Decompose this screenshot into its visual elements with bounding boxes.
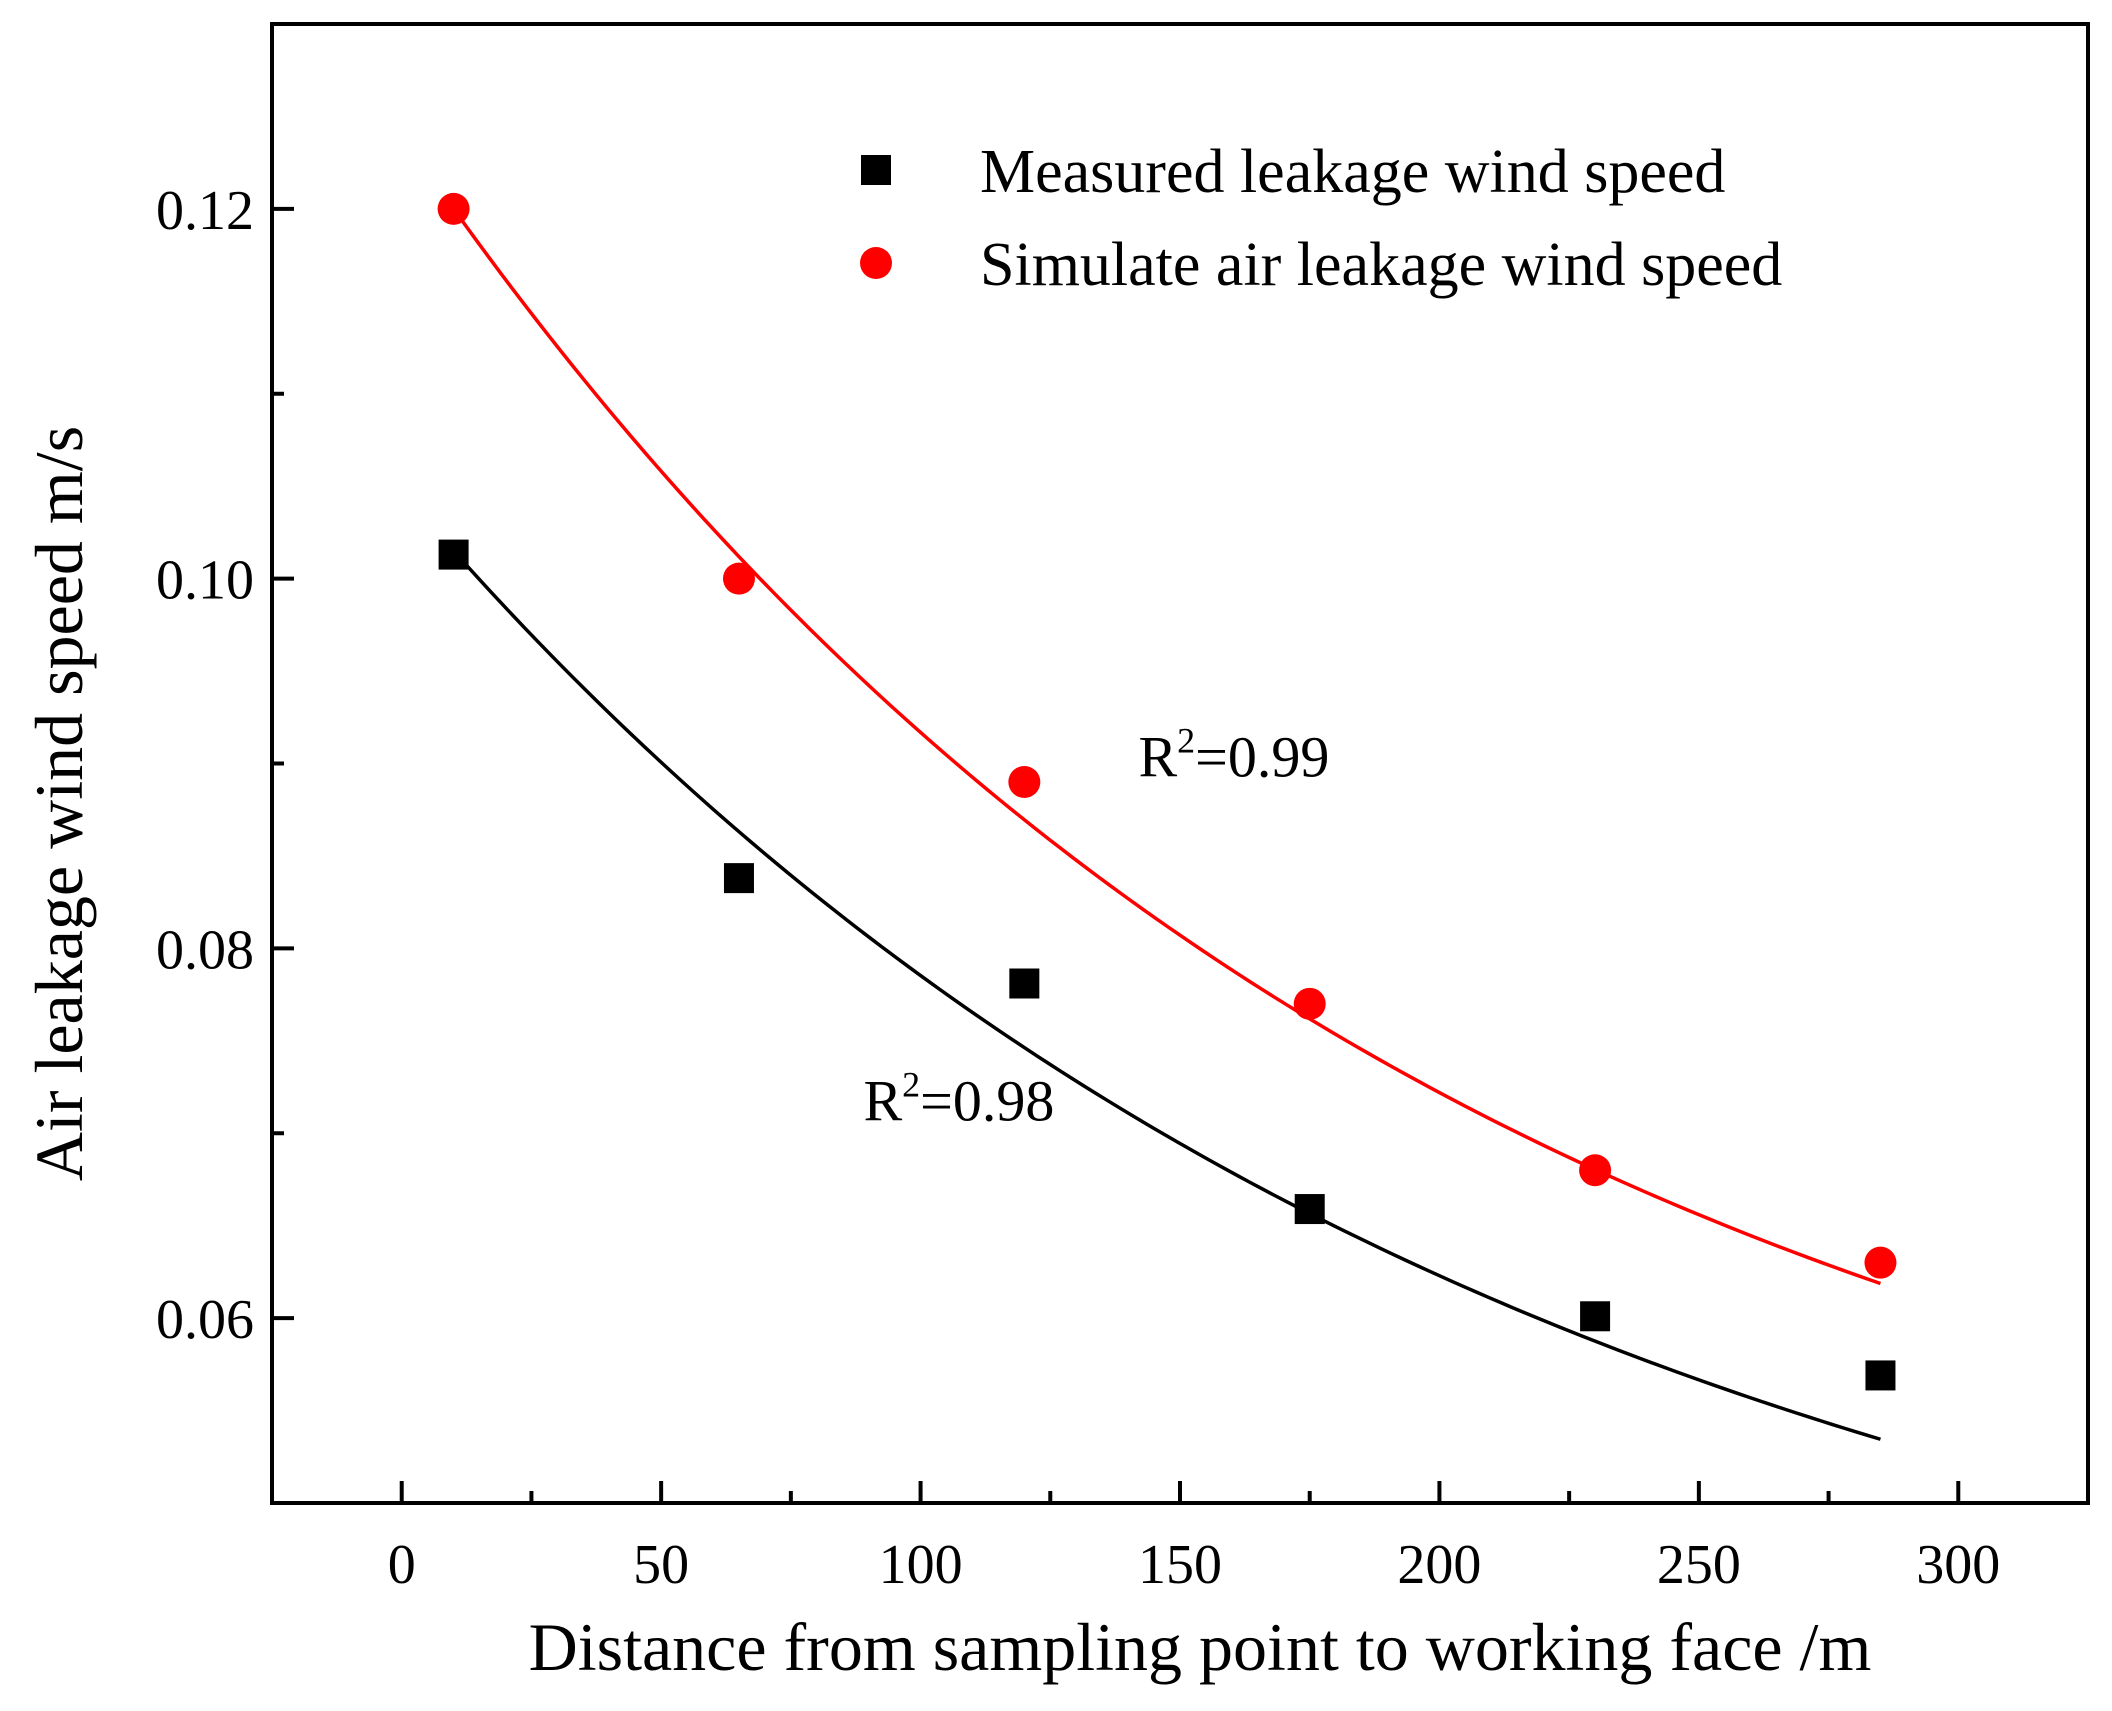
x-tick-label: 250 bbox=[1657, 1534, 1741, 1596]
y-tick-label: 0.08 bbox=[156, 919, 254, 981]
fit-lines bbox=[452, 207, 1882, 1441]
data-point-circle bbox=[1864, 1246, 1897, 1279]
data-point-circle bbox=[722, 562, 755, 595]
data-point-circle bbox=[1008, 765, 1041, 798]
data-point-square bbox=[1865, 1360, 1896, 1391]
data-point-circle bbox=[1293, 987, 1326, 1020]
x-tick-label: 100 bbox=[879, 1534, 963, 1596]
y-axis-title: Air leakage wind speed m/s bbox=[21, 426, 97, 1181]
fit-curve bbox=[452, 549, 1881, 1441]
data-point-square bbox=[438, 539, 469, 570]
data-point-square bbox=[1294, 1194, 1325, 1225]
r-squared-annotation: R2=0.98 bbox=[863, 1064, 1054, 1133]
legend-marker-circle bbox=[860, 247, 892, 279]
x-axis-ticks: 0 50 100 150 200 250 300 bbox=[388, 1481, 2000, 1596]
r-squared-annotation: R2=0.99 bbox=[1138, 720, 1329, 789]
legend-label: Simulate air leakage wind speed bbox=[980, 231, 1782, 299]
fit-curve bbox=[452, 207, 1882, 1286]
data-point-circle bbox=[1579, 1154, 1612, 1187]
annotations: R2=0.99 R2=0.98 bbox=[863, 720, 1329, 1133]
x-tick-label: 150 bbox=[1138, 1534, 1222, 1596]
data-markers bbox=[437, 192, 1897, 1391]
data-point-square bbox=[723, 863, 754, 894]
data-point-square bbox=[1009, 968, 1040, 999]
x-tick-label: 200 bbox=[1397, 1534, 1481, 1596]
y-axis-ticks: 0.06 0.08 0.10 0.12 bbox=[156, 180, 294, 1351]
x-tick-label: 50 bbox=[633, 1534, 689, 1596]
data-point-square bbox=[1580, 1301, 1611, 1332]
legend: Measured leakage wind speed Simulate air … bbox=[860, 138, 1782, 299]
x-tick-label: 0 bbox=[388, 1534, 416, 1596]
x-axis-title: Distance from sampling point to working … bbox=[529, 1609, 1872, 1685]
data-point-circle bbox=[437, 192, 470, 225]
y-tick-label: 0.12 bbox=[156, 180, 254, 242]
legend-marker-square bbox=[861, 155, 891, 185]
y-tick-label: 0.06 bbox=[156, 1289, 254, 1351]
y-tick-label: 0.10 bbox=[156, 550, 254, 612]
legend-label: Measured leakage wind speed bbox=[980, 138, 1725, 206]
x-tick-label: 300 bbox=[1916, 1534, 2000, 1596]
